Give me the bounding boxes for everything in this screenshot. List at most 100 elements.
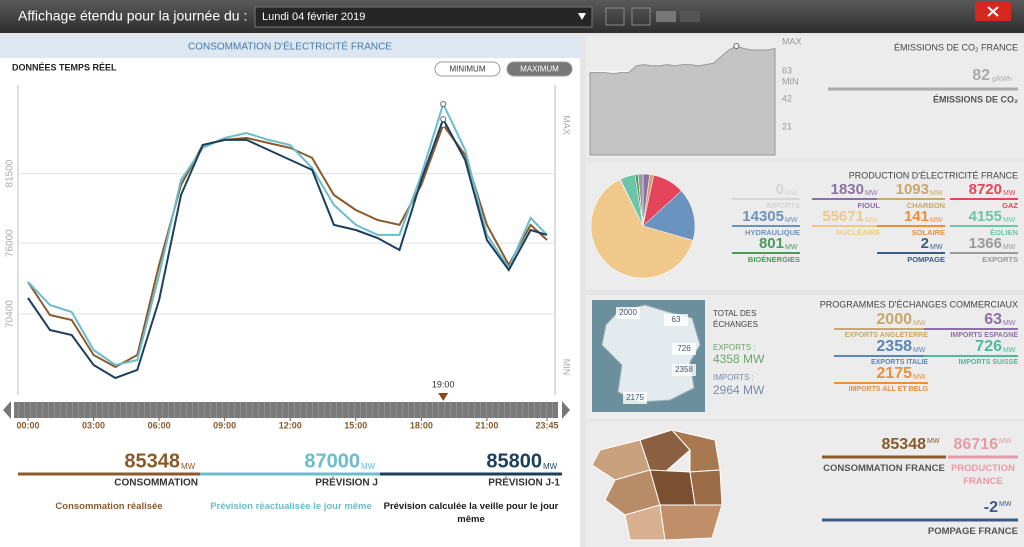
total-value: 86716 bbox=[954, 436, 999, 453]
min-label: MIN bbox=[782, 77, 799, 87]
date-dropdown[interactable] bbox=[254, 6, 593, 28]
production-unit: MW bbox=[785, 244, 798, 251]
co2-label: ÉMISSIONS DE CO₂ bbox=[933, 94, 1018, 104]
y-tick-label: 42 bbox=[782, 94, 792, 104]
y-tick-label: 21 bbox=[782, 121, 792, 131]
max-label: MAX bbox=[782, 36, 802, 46]
programme-unit: MW bbox=[1003, 347, 1016, 354]
programme-label: IMPORTS ALL ET BELG bbox=[849, 386, 929, 393]
x-tick-label: 23:45 bbox=[535, 420, 558, 430]
current-time-label: 19:00 bbox=[432, 379, 455, 389]
current-time-marker bbox=[438, 393, 449, 401]
summary-value: 85348 bbox=[124, 450, 180, 472]
production-title: PRODUCTION D'ÉLECTRICITÉ FRANCE bbox=[849, 170, 1018, 180]
panel-subtitle: DONNÉES TEMPS RÉEL bbox=[12, 62, 117, 72]
range-button[interactable] bbox=[434, 61, 501, 77]
exchange-title: PROGRAMMES D'ÉCHANGES COMMERCIAUX bbox=[820, 299, 1018, 309]
map-flow-value: 2000 bbox=[619, 308, 637, 317]
programme-label: IMPORTS ESPAGNE bbox=[950, 332, 1018, 339]
production-label: POMPAGE bbox=[907, 255, 945, 264]
programme-label: EXPORTS ITALIE bbox=[871, 359, 928, 366]
production-value: 141 bbox=[904, 208, 929, 225]
range-button-label[interactable]: MAXIMUM bbox=[520, 65, 559, 74]
map-flow-value: 63 bbox=[672, 315, 681, 324]
programme-unit: MW bbox=[1003, 320, 1016, 327]
current-point bbox=[440, 100, 447, 107]
production-value: 4155 bbox=[969, 208, 1002, 225]
regions-map bbox=[591, 429, 723, 541]
production-value: 2 bbox=[921, 235, 929, 252]
co2-title: ÉMISSIONS DE CO₂ FRANCE bbox=[894, 42, 1018, 52]
production-value: 1093 bbox=[896, 181, 929, 198]
production-value: 8720 bbox=[969, 181, 1002, 198]
y-tick-label: 81500 bbox=[5, 159, 16, 187]
legend-description: Prévision réactualisée le jour même bbox=[210, 501, 372, 512]
total-unit: MW bbox=[999, 501, 1012, 508]
range-button-label[interactable]: MINIMUM bbox=[450, 65, 486, 74]
exports-unit: MW bbox=[743, 352, 765, 366]
legend-description: Prévision calculée la veille pour le jou… bbox=[383, 501, 559, 525]
calendar-icon[interactable] bbox=[605, 7, 625, 26]
map-flow-box bbox=[664, 314, 688, 326]
production-label: GAZ bbox=[1002, 201, 1018, 210]
date-value[interactable]: Lundi 04 février 2019 bbox=[262, 11, 365, 23]
total-label: CONSOMMATION FRANCE bbox=[823, 463, 945, 474]
programme-unit: MW bbox=[913, 320, 926, 327]
series-line bbox=[27, 122, 548, 369]
production-unit: MW bbox=[930, 217, 943, 224]
programme-value: 726 bbox=[975, 338, 1002, 355]
slider-left-arrow[interactable] bbox=[3, 401, 11, 419]
production-value: 0 bbox=[776, 181, 784, 198]
production-label: FIOUL bbox=[858, 201, 881, 210]
production-value: 1830 bbox=[831, 181, 864, 198]
time-slider[interactable] bbox=[14, 402, 558, 418]
print-icon[interactable] bbox=[656, 11, 676, 22]
dropdown-arrow[interactable] bbox=[578, 13, 586, 20]
production-label: ÉOLIEN bbox=[990, 228, 1018, 237]
co2-peak bbox=[733, 42, 740, 49]
total-label: POMPAGE FRANCE bbox=[927, 526, 1018, 537]
slider-right-arrow[interactable] bbox=[562, 401, 570, 419]
france-shape bbox=[601, 304, 701, 403]
current-point bbox=[440, 116, 447, 123]
summary-label: PRÉVISION J bbox=[315, 476, 378, 489]
summary-value: 85800 bbox=[486, 450, 542, 472]
production-unit: MW bbox=[865, 190, 878, 197]
y-tick-label: 63 bbox=[782, 66, 792, 76]
co2-unit: g/kWh bbox=[992, 76, 1012, 83]
production-label: EXPORTS bbox=[982, 255, 1018, 264]
production-label: SOLAIRE bbox=[912, 228, 945, 237]
consumption-panel bbox=[0, 36, 580, 547]
y-tick-label: 76000 bbox=[5, 229, 16, 257]
x-tick-label: 21:00 bbox=[475, 420, 498, 430]
pie-slice bbox=[642, 190, 696, 241]
production-unit: MW bbox=[1003, 217, 1016, 224]
summary-unit: MW bbox=[543, 462, 558, 471]
map-flow-box bbox=[672, 343, 696, 355]
map-flow-box bbox=[623, 392, 647, 404]
total-unit: MW bbox=[927, 438, 940, 445]
programme-value: 2175 bbox=[876, 365, 912, 382]
total-value: -2 bbox=[984, 499, 998, 516]
programme-value: 63 bbox=[984, 311, 1002, 328]
production-unit: MW bbox=[930, 190, 943, 197]
mail-icon[interactable] bbox=[680, 11, 700, 22]
production-label: BIOÉNERGIES bbox=[748, 255, 800, 264]
close-icon[interactable] bbox=[987, 6, 999, 17]
series-line bbox=[27, 116, 548, 380]
date-label: Affichage étendu pour la journée du : bbox=[18, 8, 247, 24]
x-tick-label: 12:00 bbox=[279, 420, 302, 430]
programme-unit: MW bbox=[913, 374, 926, 381]
production-label: NUCLÉAIRE bbox=[836, 228, 880, 237]
production-label: CHARBON bbox=[907, 201, 945, 210]
range-button[interactable] bbox=[506, 61, 573, 77]
max-label: MAX bbox=[562, 115, 572, 135]
production-value: 55671 bbox=[822, 208, 864, 225]
production-unit: MW bbox=[865, 217, 878, 224]
y-tick-label: 70400 bbox=[5, 300, 16, 328]
map-flow-value: 2358 bbox=[675, 365, 693, 374]
x-tick-label: 06:00 bbox=[148, 420, 171, 430]
export-icon[interactable] bbox=[631, 7, 651, 26]
